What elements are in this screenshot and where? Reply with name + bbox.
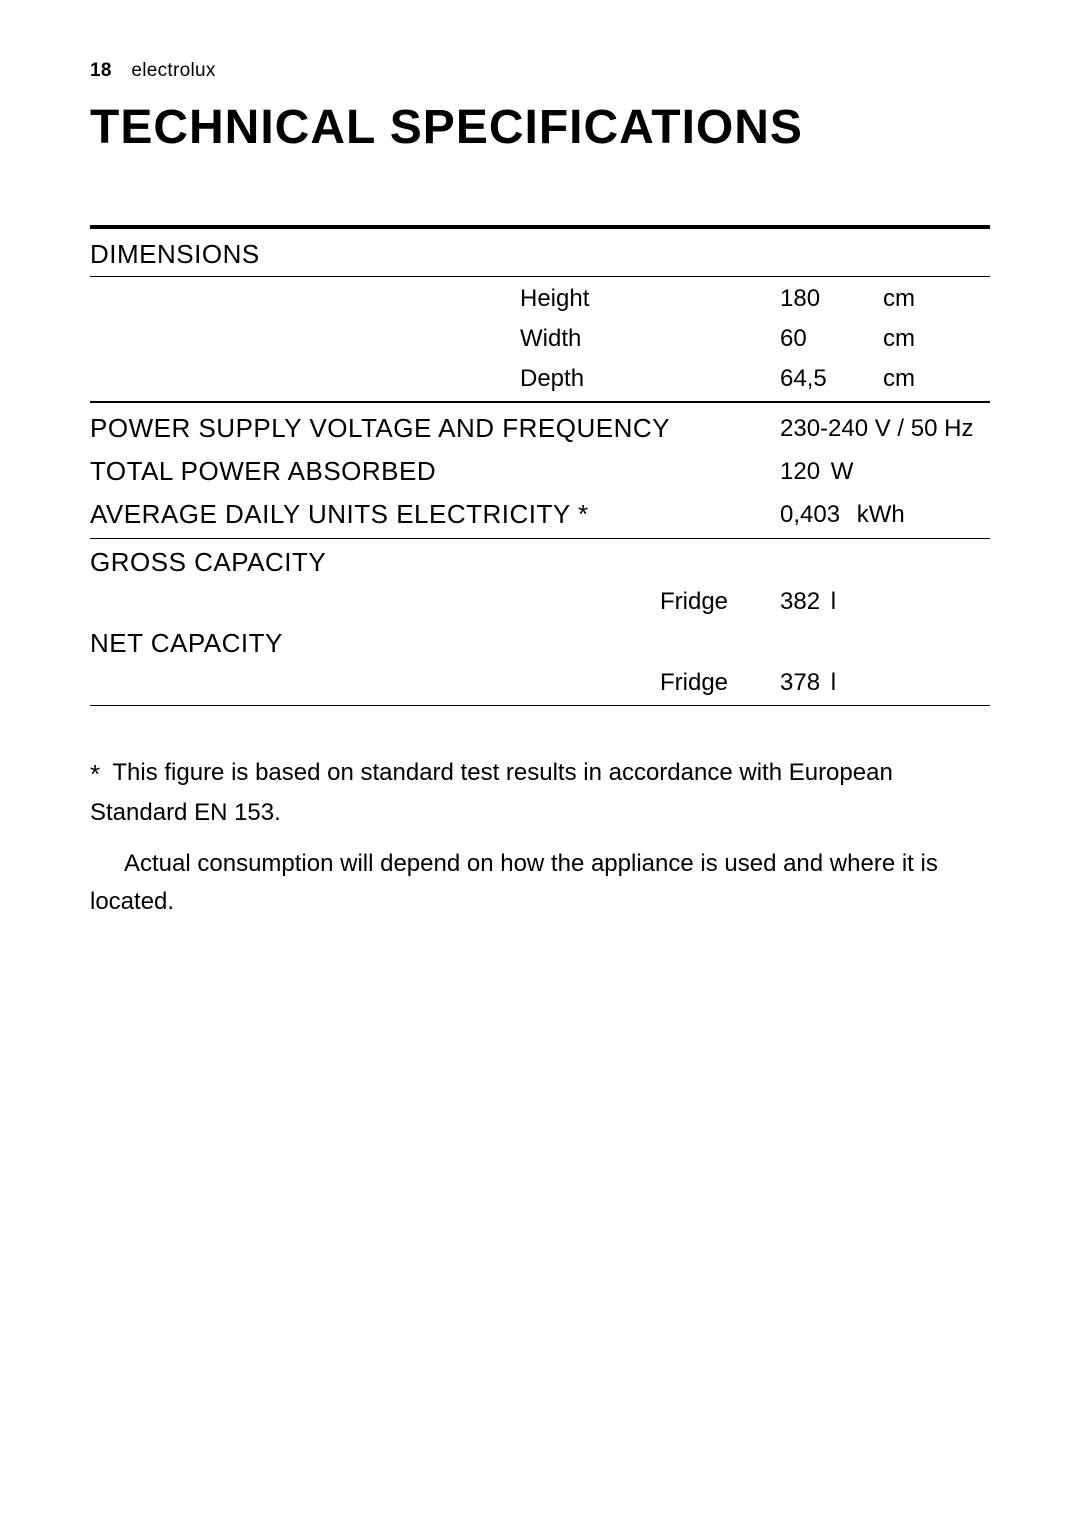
dim-row-height: Height 180 cm [90, 279, 990, 319]
specs-table: DIMENSIONS Height 180 cm Width 60 cm Dep… [90, 225, 990, 706]
total-power-value: 120 [780, 458, 820, 485]
dim-unit: cm [865, 365, 990, 393]
avg-daily-value: 0,403 [780, 501, 840, 528]
power-supply-row: POWER SUPPLY VOLTAGE AND FREQUENCY 230-2… [90, 407, 990, 450]
rule [90, 538, 990, 539]
net-capacity-row: Fridge 378 l [90, 663, 990, 703]
power-supply-value: 230-240 V / 50 Hz [780, 415, 990, 443]
power-supply-label: POWER SUPPLY VOLTAGE AND FREQUENCY [90, 413, 780, 444]
footnote: * This figure is based on standard test … [90, 754, 990, 920]
dimensions-heading: DIMENSIONS [90, 233, 990, 274]
rule [90, 276, 990, 277]
dim-label: Depth [520, 365, 780, 393]
rule-bottom [90, 705, 990, 706]
gross-cap-sub: Fridge [660, 588, 780, 616]
page: 18 electrolux TECHNICAL SPECIFICATIONS D… [0, 0, 1080, 1529]
total-power-unit: W [827, 458, 854, 485]
rule [90, 401, 990, 403]
footnote-line1: This figure is based on standard test re… [90, 759, 893, 826]
footnote-star: * [90, 759, 100, 789]
footnote-line2: Actual consumption will depend on how th… [90, 845, 990, 919]
avg-daily-row: AVERAGE DAILY UNITS ELECTRICITY * 0,403 … [90, 493, 990, 536]
dim-value: 64,5 [780, 365, 865, 393]
dim-row-depth: Depth 64,5 cm [90, 359, 990, 399]
dim-unit: cm [865, 285, 990, 313]
dim-unit: cm [865, 325, 990, 353]
gross-capacity-row: Fridge 382 l [90, 582, 990, 622]
brand-name: electrolux [131, 60, 215, 81]
dim-row-width: Width 60 cm [90, 319, 990, 359]
avg-daily-unit: kWh [847, 501, 905, 528]
total-power-label: TOTAL POWER ABSORBED [90, 456, 780, 487]
dim-label: Width [520, 325, 780, 353]
avg-daily-label: AVERAGE DAILY UNITS ELECTRICITY * [90, 499, 780, 530]
net-capacity-heading: NET CAPACITY [90, 622, 990, 663]
dim-value: 60 [780, 325, 865, 353]
page-number: 18 [90, 60, 112, 81]
page-title: TECHNICAL SPECIFICATIONS [90, 100, 990, 155]
gross-cap-unit: l [827, 588, 836, 615]
net-cap-sub: Fridge [660, 669, 780, 697]
net-cap-value: 378 [780, 669, 820, 696]
page-header: 18 electrolux [90, 60, 990, 82]
net-cap-unit: l [827, 669, 836, 696]
total-power-row: TOTAL POWER ABSORBED 120 W [90, 450, 990, 493]
gross-cap-value: 382 [780, 588, 820, 615]
dim-label: Height [520, 285, 780, 313]
dim-value: 180 [780, 285, 865, 313]
rule-top [90, 225, 990, 229]
gross-capacity-heading: GROSS CAPACITY [90, 541, 990, 582]
